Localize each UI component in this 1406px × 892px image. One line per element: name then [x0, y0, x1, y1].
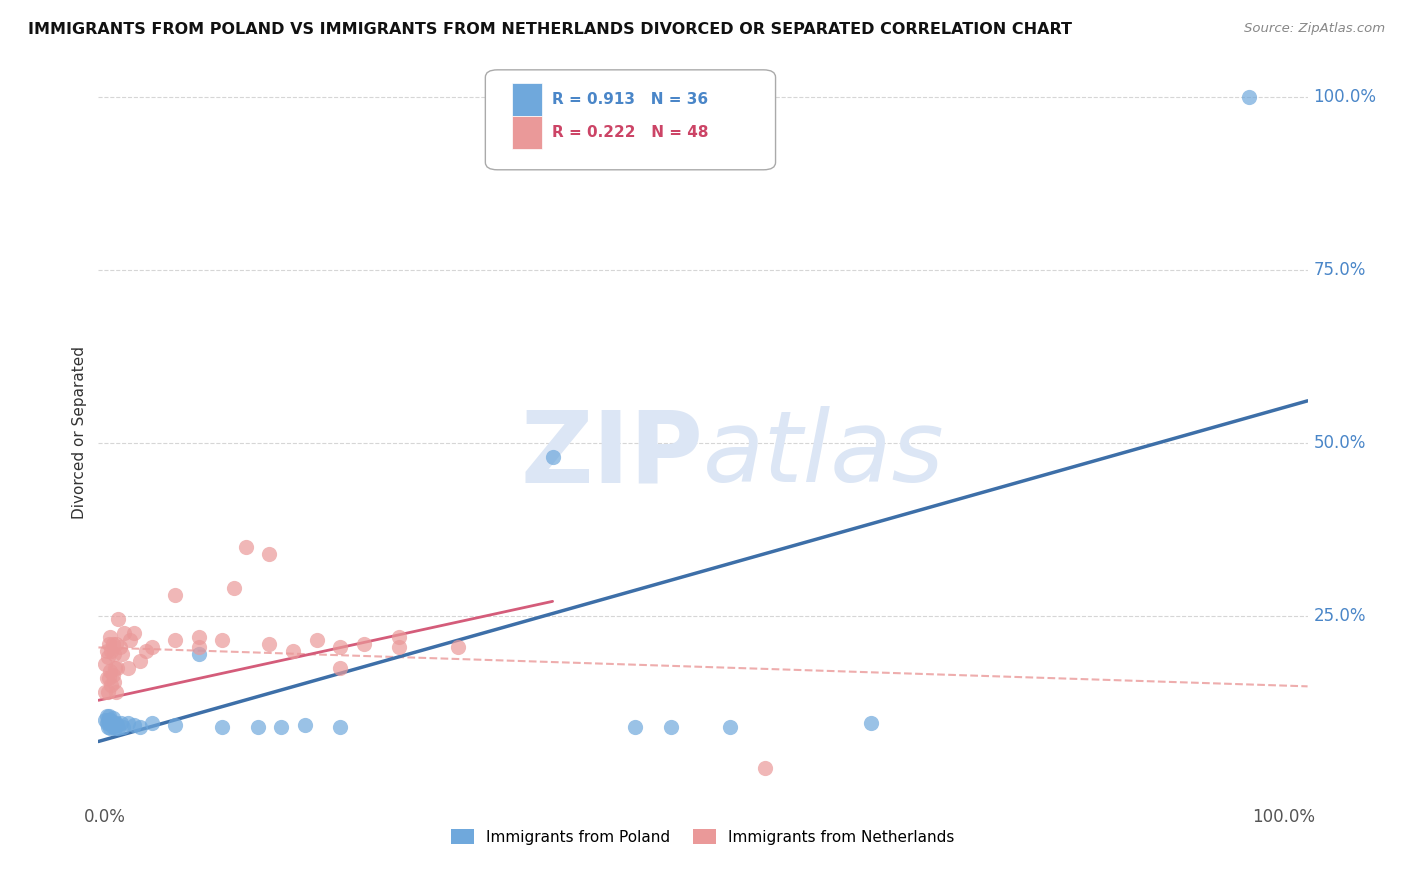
Point — [860, 716, 883, 731]
Point — [98, 721, 121, 735]
Point — [101, 711, 124, 725]
Point — [541, 450, 564, 464]
Point — [117, 716, 139, 731]
Point — [98, 637, 121, 651]
Text: IMMIGRANTS FROM POLAND VS IMMIGRANTS FROM NETHERLANDS DIVORCED OR SEPARATED CORR: IMMIGRANTS FROM POLAND VS IMMIGRANTS FRO… — [28, 22, 1073, 37]
Text: ZIP: ZIP — [520, 407, 703, 503]
Text: Source: ZipAtlas.com: Source: ZipAtlas.com — [1244, 22, 1385, 36]
Point — [97, 713, 120, 727]
Point — [96, 716, 118, 731]
Point — [128, 720, 150, 734]
Point — [96, 643, 118, 657]
FancyBboxPatch shape — [485, 70, 776, 169]
Point — [96, 709, 118, 723]
Legend: Immigrants from Poland, Immigrants from Netherlands: Immigrants from Poland, Immigrants from … — [446, 822, 960, 851]
Point — [110, 716, 132, 731]
Point — [101, 667, 124, 681]
FancyBboxPatch shape — [512, 83, 543, 117]
Text: 100.0%: 100.0% — [1313, 88, 1376, 106]
Point — [135, 643, 157, 657]
Point — [104, 661, 127, 675]
Point — [103, 716, 125, 731]
Point — [112, 626, 135, 640]
Point — [294, 718, 316, 732]
Point — [105, 637, 128, 651]
Point — [388, 630, 411, 644]
Y-axis label: Divorced or Separated: Divorced or Separated — [72, 346, 87, 519]
Point — [222, 582, 245, 596]
Point — [98, 709, 121, 723]
Point — [122, 626, 145, 640]
Point — [305, 633, 328, 648]
Point — [105, 661, 128, 675]
Point — [103, 674, 125, 689]
Text: atlas: atlas — [703, 407, 945, 503]
Point — [211, 633, 233, 648]
Point — [754, 761, 776, 775]
Point — [353, 637, 375, 651]
Point — [235, 540, 257, 554]
Point — [117, 661, 139, 675]
Point — [100, 678, 122, 692]
Text: R = 0.222   N = 48: R = 0.222 N = 48 — [551, 125, 709, 140]
Point — [97, 650, 120, 665]
Point — [94, 657, 117, 672]
Point — [388, 640, 411, 654]
Point — [187, 647, 209, 661]
Point — [108, 640, 131, 654]
Point — [100, 716, 122, 731]
Point — [1237, 90, 1260, 104]
Point — [329, 640, 352, 654]
Point — [165, 718, 187, 732]
Point — [98, 716, 121, 731]
Point — [100, 643, 122, 657]
Text: 50.0%: 50.0% — [1313, 434, 1365, 452]
FancyBboxPatch shape — [512, 116, 543, 149]
Point — [187, 640, 209, 654]
Point — [94, 713, 117, 727]
Point — [105, 716, 128, 731]
Text: 25.0%: 25.0% — [1313, 607, 1367, 625]
Point — [122, 718, 145, 732]
Point — [112, 720, 135, 734]
Point — [165, 588, 187, 602]
Text: 75.0%: 75.0% — [1313, 261, 1365, 279]
Point — [107, 612, 129, 626]
Point — [103, 647, 125, 661]
Point — [101, 720, 124, 734]
Point — [105, 685, 128, 699]
Point — [128, 654, 150, 668]
Point — [98, 671, 121, 685]
Point — [659, 720, 682, 734]
Point — [98, 713, 121, 727]
Point — [165, 633, 187, 648]
Point — [94, 685, 117, 699]
Point — [259, 547, 281, 561]
Point — [211, 720, 233, 734]
Point — [104, 721, 127, 735]
Point — [98, 630, 121, 644]
Point — [624, 720, 647, 734]
Point — [141, 716, 163, 731]
Point — [98, 665, 121, 679]
Point — [141, 640, 163, 654]
Text: R = 0.913   N = 36: R = 0.913 N = 36 — [551, 93, 709, 107]
Point — [718, 720, 741, 734]
Point — [107, 721, 129, 735]
Point — [120, 633, 142, 648]
Point — [97, 720, 120, 734]
Point — [101, 637, 124, 651]
Point — [97, 685, 120, 699]
Point — [270, 720, 292, 734]
Point — [105, 718, 128, 732]
Point — [187, 630, 209, 644]
Point — [281, 643, 304, 657]
Point — [111, 647, 134, 661]
Point — [447, 640, 470, 654]
Point — [96, 671, 118, 685]
Point — [259, 637, 281, 651]
Point — [329, 661, 352, 675]
Point — [246, 720, 269, 734]
Point — [329, 720, 352, 734]
